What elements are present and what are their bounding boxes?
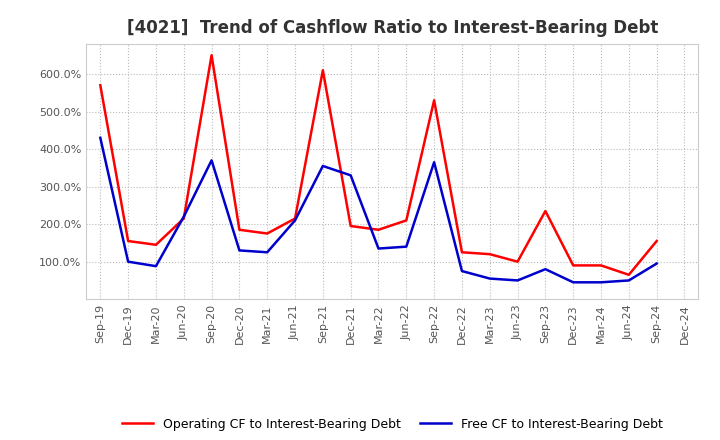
Operating CF to Interest-Bearing Debt (235, 227, 243, 232)
Free CF to Interest-Bearing Debt (152, 264, 161, 269)
Operating CF to Interest-Bearing Debt (485, 252, 494, 257)
Operating CF to Interest-Bearing Debt (597, 263, 606, 268)
Operating CF to Interest-Bearing Debt (263, 231, 271, 236)
Operating CF to Interest-Bearing Debt (541, 209, 550, 214)
Operating CF to Interest-Bearing Debt (458, 249, 467, 255)
Free CF to Interest-Bearing Debt (597, 280, 606, 285)
Operating CF to Interest-Bearing Debt (374, 227, 383, 232)
Free CF to Interest-Bearing Debt (179, 214, 188, 219)
Free CF to Interest-Bearing Debt (485, 276, 494, 281)
Title: [4021]  Trend of Cashflow Ratio to Interest-Bearing Debt: [4021] Trend of Cashflow Ratio to Intere… (127, 19, 658, 37)
Free CF to Interest-Bearing Debt (235, 248, 243, 253)
Free CF to Interest-Bearing Debt (402, 244, 410, 249)
Operating CF to Interest-Bearing Debt (624, 272, 633, 278)
Operating CF to Interest-Bearing Debt (346, 224, 355, 229)
Free CF to Interest-Bearing Debt (96, 135, 104, 140)
Free CF to Interest-Bearing Debt (430, 160, 438, 165)
Free CF to Interest-Bearing Debt (291, 218, 300, 223)
Operating CF to Interest-Bearing Debt (569, 263, 577, 268)
Free CF to Interest-Bearing Debt (207, 158, 216, 163)
Free CF to Interest-Bearing Debt (346, 173, 355, 178)
Operating CF to Interest-Bearing Debt (513, 259, 522, 264)
Free CF to Interest-Bearing Debt (263, 249, 271, 255)
Operating CF to Interest-Bearing Debt (652, 238, 661, 244)
Free CF to Interest-Bearing Debt (541, 267, 550, 272)
Operating CF to Interest-Bearing Debt (207, 53, 216, 58)
Operating CF to Interest-Bearing Debt (402, 218, 410, 223)
Free CF to Interest-Bearing Debt (124, 259, 132, 264)
Line: Operating CF to Interest-Bearing Debt: Operating CF to Interest-Bearing Debt (100, 55, 657, 275)
Free CF to Interest-Bearing Debt (318, 163, 327, 169)
Operating CF to Interest-Bearing Debt (124, 238, 132, 244)
Line: Free CF to Interest-Bearing Debt: Free CF to Interest-Bearing Debt (100, 138, 657, 282)
Free CF to Interest-Bearing Debt (624, 278, 633, 283)
Operating CF to Interest-Bearing Debt (318, 68, 327, 73)
Operating CF to Interest-Bearing Debt (430, 98, 438, 103)
Legend: Operating CF to Interest-Bearing Debt, Free CF to Interest-Bearing Debt: Operating CF to Interest-Bearing Debt, F… (117, 413, 668, 436)
Free CF to Interest-Bearing Debt (569, 280, 577, 285)
Free CF to Interest-Bearing Debt (374, 246, 383, 251)
Operating CF to Interest-Bearing Debt (96, 83, 104, 88)
Free CF to Interest-Bearing Debt (458, 268, 467, 274)
Free CF to Interest-Bearing Debt (652, 261, 661, 266)
Operating CF to Interest-Bearing Debt (291, 216, 300, 221)
Free CF to Interest-Bearing Debt (513, 278, 522, 283)
Operating CF to Interest-Bearing Debt (152, 242, 161, 247)
Operating CF to Interest-Bearing Debt (179, 216, 188, 221)
